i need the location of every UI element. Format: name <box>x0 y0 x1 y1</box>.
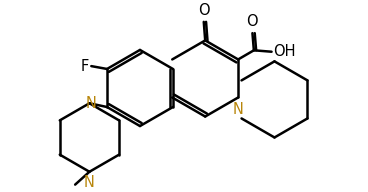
Text: N: N <box>85 96 96 111</box>
Text: N: N <box>233 102 244 117</box>
Text: F: F <box>81 59 89 74</box>
Text: O: O <box>247 14 258 29</box>
Text: OH: OH <box>273 44 296 59</box>
Text: N: N <box>84 175 95 190</box>
Text: O: O <box>198 2 210 17</box>
